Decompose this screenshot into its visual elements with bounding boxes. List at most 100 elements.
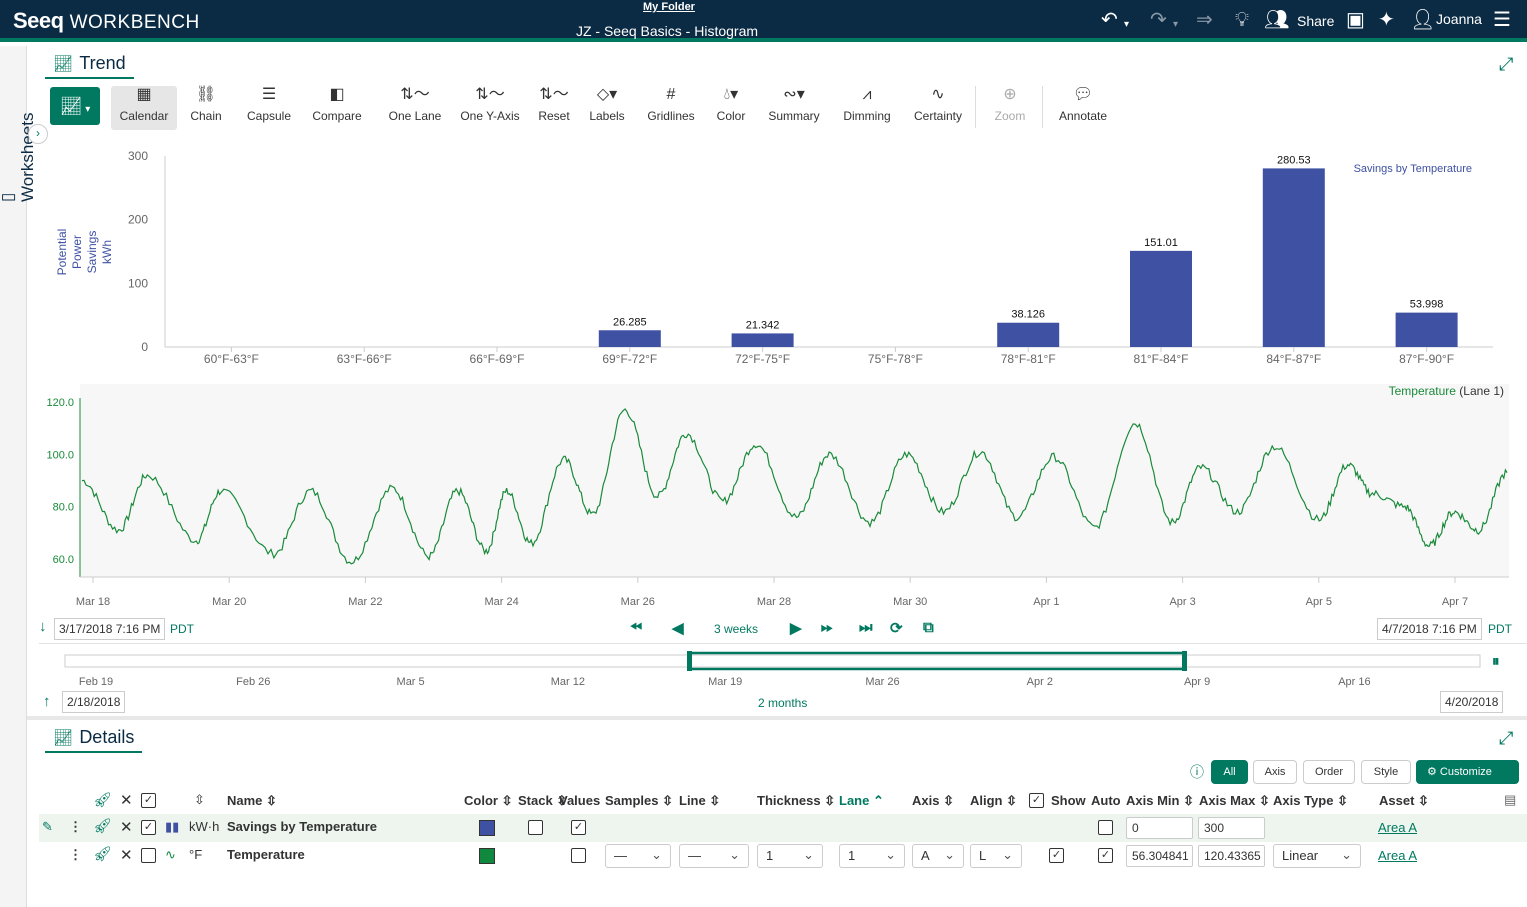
remove-all-icon[interactable]: ✕ <box>120 792 133 809</box>
sparkle-icon[interactable]: ✦ <box>1378 9 1395 31</box>
column-samples[interactable]: Samples ⇳ <box>605 793 673 808</box>
copy-range-icon[interactable]: ⧉ <box>923 619 934 636</box>
summary-button[interactable]: ∾▾ Summary <box>765 86 823 130</box>
step-back-full-icon[interactable]: ⏪︎ <box>630 619 643 636</box>
column-settings-icon[interactable]: ▤ <box>1504 792 1517 807</box>
forward-icon[interactable]: ⇒ <box>1196 9 1213 31</box>
asset-link[interactable]: Area A <box>1378 848 1418 863</box>
certainty-button[interactable]: ∿ Certainty <box>911 86 965 130</box>
remove-icon[interactable]: ✕ <box>120 819 133 836</box>
step-back-icon[interactable]: ◀ <box>672 620 684 637</box>
align-select[interactable]: L ⌄ <box>970 844 1022 868</box>
app-logo[interactable]: Seeq WORKBENCH <box>13 8 200 33</box>
remove-icon[interactable]: ✕ <box>120 847 133 864</box>
axis-max-input[interactable]: 120.43365 <box>1198 845 1265 867</box>
column-axis-min[interactable]: Axis Min ⇳ <box>1126 793 1194 808</box>
column-color[interactable]: Color ⇳ <box>464 793 513 808</box>
row-select-checkbox[interactable]: ✓ <box>141 820 156 835</box>
reset-button[interactable]: ⇅〜 Reset <box>535 86 573 130</box>
color-swatch[interactable] <box>479 820 495 836</box>
zoom-fit-icon[interactable]: ⏸︎ <box>1492 653 1500 670</box>
redo-dropdown-icon[interactable]: ▾ <box>1173 19 1179 30</box>
samples-select[interactable]: — ⌄ <box>605 844 671 868</box>
color-button[interactable]: 💧︎▾ Color <box>713 86 749 130</box>
tab-trend[interactable]: 📈︎ Trend <box>45 50 134 79</box>
column-auto[interactable]: Auto <box>1091 793 1121 808</box>
filter-style-button[interactable]: Style <box>1361 760 1411 784</box>
show-all-checkbox[interactable]: ✓ <box>1029 793 1044 808</box>
stack-checkbox[interactable] <box>528 820 543 835</box>
expand-trend-icon[interactable]: ⤢ <box>1499 54 1514 74</box>
jump-to-now-icon[interactable]: ⏭︎ <box>859 619 873 636</box>
filter-order-button[interactable]: Order <box>1303 760 1355 784</box>
column-thickness[interactable]: Thickness ⇳ <box>757 793 836 808</box>
axis-type-select[interactable]: Linear ⌄ <box>1273 844 1361 868</box>
axis-max-input[interactable]: 300 <box>1198 817 1265 839</box>
column-values[interactable]: Values <box>559 793 601 808</box>
display-duration[interactable]: 3 weeks <box>714 622 759 636</box>
axis-min-input[interactable]: 56.304841 <box>1126 845 1193 867</box>
select-all-checkbox[interactable]: ✓ <box>141 793 156 808</box>
step-forward-full-icon[interactable]: ⏩︎ <box>821 619 834 636</box>
lane-select[interactable]: 1 ⌄ <box>839 844 905 868</box>
one-y-axis-button[interactable]: ⇅〜 One Y-Axis <box>457 86 523 130</box>
sort-icon[interactable]: ⇳ <box>194 792 205 807</box>
dimming-button[interactable]: ⩘ Dimming <box>839 86 895 130</box>
compare-button[interactable]: ◧ Compare <box>307 86 367 130</box>
column-axis-type[interactable]: Axis Type ⇳ <box>1273 793 1348 808</box>
thickness-select[interactable]: 1 ⌄ <box>757 844 823 868</box>
column-align[interactable]: Align ⇳ <box>970 793 1018 808</box>
expand-details-icon[interactable]: ⤢ <box>1499 728 1514 748</box>
pin-icon[interactable]: 🚀︎ <box>93 818 113 835</box>
investigate-duration[interactable]: 2 months <box>758 696 808 710</box>
color-swatch[interactable] <box>479 848 495 864</box>
row-select-checkbox[interactable] <box>141 848 156 863</box>
user-name[interactable]: Joanna <box>1436 11 1482 27</box>
investigate-range-timeline[interactable]: Feb 19 Feb 26 Mar 5 Mar 12 Mar 19 Mar 26 Apr 2… <box>0 648 1527 690</box>
table-row[interactable]: ✎ ⋮ 🚀︎ ✕ ✓ ▮▮ kW·h Savings by Temperatur… <box>39 814 1527 842</box>
column-name[interactable]: Name ⇳ <box>227 793 277 808</box>
column-stack[interactable]: Stack ⇳ <box>518 793 568 808</box>
column-show[interactable]: Show <box>1051 793 1086 808</box>
auto-update-icon[interactable]: ⟳ <box>890 620 903 637</box>
labels-button[interactable]: ◇▾ Labels <box>587 86 627 130</box>
investigate-start-field[interactable]: 2/18/2018 <box>62 691 126 713</box>
chain-button[interactable]: ⛓ Chain <box>183 86 229 130</box>
undo-dropdown-icon[interactable]: ▾ <box>1124 19 1130 30</box>
column-lane[interactable]: Lane ⌃ <box>839 793 884 808</box>
auto-checkbox[interactable] <box>1098 820 1113 835</box>
range-start-arrow-icon[interactable]: ↑ <box>43 693 51 710</box>
expand-worksheets-button[interactable]: › <box>28 124 48 144</box>
gridlines-button[interactable]: # Gridlines <box>643 86 699 130</box>
show-checkbox[interactable]: ✓ <box>1049 848 1064 863</box>
axis-select[interactable]: A ⌄ <box>912 844 964 868</box>
display-end-field[interactable]: 4/7/2018 7:16 PM <box>1377 618 1482 640</box>
user-icon[interactable]: 👤︎ <box>1410 9 1436 31</box>
column-axis[interactable]: Axis ⇳ <box>912 793 954 808</box>
pin-all-icon[interactable]: 🚀︎ <box>93 792 113 809</box>
item-name[interactable]: Temperature <box>227 847 305 862</box>
investigate-end-field[interactable]: 4/20/2018 <box>1440 691 1504 713</box>
redo-icon[interactable]: ↷ <box>1150 9 1167 31</box>
undo-icon[interactable]: ↶ <box>1101 9 1118 31</box>
layout-icon[interactable]: ▣ <box>1346 9 1365 31</box>
one-lane-button[interactable]: ⇅〜 One Lane <box>385 86 445 130</box>
lightbulb-icon[interactable]: 💡︎ <box>1235 9 1249 31</box>
info-icon[interactable]: ⓘ <box>1190 764 1204 780</box>
worksheets-rail[interactable]: ▯ Worksheets <box>0 46 37 907</box>
values-checkbox[interactable]: ✓ <box>571 820 586 835</box>
column-axis-max[interactable]: Axis Max ⇳ <box>1199 793 1270 808</box>
axis-min-input[interactable]: 0 <box>1126 817 1193 839</box>
start-time-arrow-icon[interactable]: ↓ <box>39 618 47 635</box>
filter-all-button[interactable]: All <box>1211 760 1248 784</box>
table-row[interactable]: ⋮ 🚀︎ ✕ ∿ °F Temperature — ⌄ — ⌄ 1 ⌄ 1 ⌄ A ⌄ L… <box>39 842 1527 870</box>
filter-axis-button[interactable]: Axis <box>1253 760 1297 784</box>
auto-checkbox[interactable]: ✓ <box>1098 848 1113 863</box>
item-name[interactable]: Savings by Temperature <box>227 819 378 834</box>
zoom-button[interactable]: ⊕ Zoom <box>991 86 1029 130</box>
panel-splitter[interactable] <box>27 716 1527 720</box>
row-menu-icon[interactable]: ⋮ <box>69 819 82 834</box>
tab-details[interactable]: 📈︎ Details <box>45 724 143 753</box>
customize-button[interactable]: ⚙ Customize <box>1416 760 1519 784</box>
capsule-button[interactable]: ☰ Capsule <box>239 86 299 130</box>
